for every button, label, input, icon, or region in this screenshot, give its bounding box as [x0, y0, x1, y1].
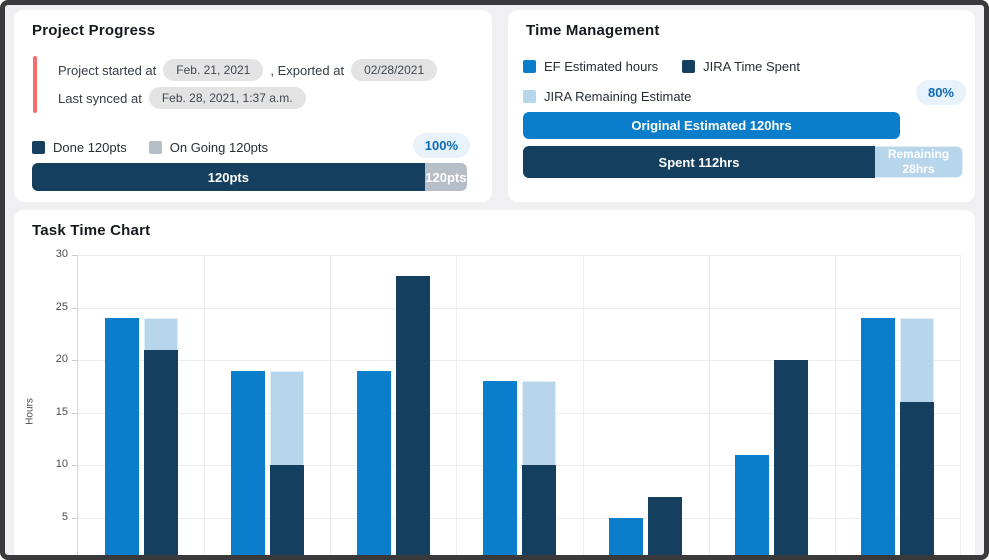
started-label: Project started at [58, 62, 157, 78]
remaining-swatch-icon [523, 90, 536, 103]
legend-estimated-label: EF Estimated hours [544, 59, 659, 74]
gridline-h-25 [78, 307, 960, 309]
accent-bar [33, 56, 37, 113]
ongoing-swatch-icon [148, 141, 162, 154]
synced-label: Last synced at [58, 90, 142, 106]
spent-bar[interactable]: Spent 112hrs [523, 146, 875, 178]
bar-spent-7[interactable] [900, 402, 935, 555]
time-legend-row-2: JIRA Remaining Estimate [523, 89, 691, 104]
bar-estimated-2[interactable] [230, 370, 265, 555]
points-progress-bar[interactable]: 120pts 120pts [32, 163, 467, 191]
done-swatch-icon [32, 141, 45, 154]
gridline-h-20 [78, 360, 960, 361]
gridline-h-30 [78, 255, 960, 256]
chart-plot-area [77, 255, 961, 555]
bar-estimated-1[interactable] [104, 318, 139, 555]
bar-estimated-7[interactable] [861, 318, 896, 555]
gridline-v-6 [835, 255, 836, 555]
gridline-v-2 [330, 255, 331, 555]
bar-remaining-1[interactable] [143, 318, 178, 350]
gridline-v-5 [709, 255, 710, 555]
tick-mark-5 [72, 517, 77, 519]
tick-mark-15 [72, 412, 77, 414]
spent-bar-track: Spent 112hrs Remaining 28hrs [523, 146, 963, 178]
task-time-chart-title: Task Time Chart [32, 222, 151, 239]
spent-swatch-icon [682, 60, 696, 73]
gridline-h-5 [78, 517, 960, 519]
synced-date-pill: Feb. 28, 2021, 1:37 a.m. [148, 87, 306, 109]
bar-spent-3[interactable] [395, 276, 430, 555]
bar-spent-1[interactable] [143, 349, 178, 555]
bar-spent-5[interactable] [648, 496, 683, 555]
bar-spent-4[interactable] [522, 465, 556, 555]
bar-spent-2[interactable] [269, 465, 304, 555]
synced-line: Last synced at Feb. 28, 2021, 1:37 a.m. [58, 87, 437, 109]
bar-estimated-4[interactable] [483, 381, 517, 555]
bar-estimated-5[interactable] [609, 517, 644, 555]
progress-ongoing-segment[interactable]: 120pts [424, 163, 467, 191]
y-tick-label-25: 25 [55, 300, 68, 313]
project-progress-card: Project Progress Project started at Feb.… [14, 10, 492, 202]
estimated-bar-track: Original Estimated 120hrs [523, 112, 963, 139]
started-exported-line: Project started at Feb. 21, 2021 , Expor… [58, 59, 438, 81]
legend-spent: JIRA Time Spent [682, 59, 800, 74]
exported-label: , Exported at [270, 62, 345, 78]
gridline-v-3 [456, 255, 457, 555]
bar-estimated-6[interactable] [735, 454, 770, 555]
time-management-card: Time Management EF Estimated hours JIRA … [508, 10, 975, 202]
bar-remaining-7[interactable] [900, 318, 935, 402]
legend-spent-label: JIRA Time Spent [703, 59, 800, 74]
gridline-h-10 [78, 465, 960, 466]
legend-estimated: EF Estimated hours [523, 59, 658, 74]
legend-ongoing: On Going 120pts [148, 140, 269, 155]
y-tick-label-20: 20 [55, 353, 68, 365]
legend-done: Done 120pts [32, 140, 127, 155]
gridline-v-1 [204, 255, 205, 555]
y-tick-label-30: 30 [55, 248, 68, 260]
started-date-pill: Feb. 21, 2021 [163, 59, 264, 81]
task-time-chart-card: Task Time Chart Hours 30 25 20 15 10 5 [14, 210, 975, 555]
legend-done-label: Done 120pts [53, 140, 127, 155]
tick-mark-20 [72, 360, 77, 361]
gridline-h-15 [78, 412, 960, 414]
y-tick-label-15: 15 [55, 405, 68, 418]
tick-mark-25 [72, 307, 77, 309]
bar-spent-6[interactable] [774, 360, 809, 555]
estimated-bar[interactable]: Original Estimated 120hrs [523, 112, 901, 139]
time-management-title: Time Management [526, 22, 660, 39]
tick-mark-30 [72, 255, 77, 256]
estimated-swatch-icon [523, 60, 536, 73]
legend-remaining-label: JIRA Remaining Estimate [544, 89, 692, 104]
project-progress-title: Project Progress [32, 22, 156, 39]
bar-remaining-4[interactable] [522, 381, 556, 465]
exported-date-pill: 02/28/2021 [351, 59, 438, 81]
tick-mark-10 [72, 465, 77, 466]
legend-ongoing-label: On Going 120pts [169, 140, 269, 155]
progress-legend: Done 120pts On Going 120pts [32, 140, 268, 155]
legend-remaining: JIRA Remaining Estimate [523, 89, 691, 104]
bar-estimated-3[interactable] [356, 370, 391, 555]
project-dates-block: Project started at Feb. 21, 2021 , Expor… [58, 59, 438, 109]
y-tick-label-5: 5 [61, 510, 68, 523]
bar-remaining-2[interactable] [269, 370, 304, 465]
progress-percent-badge: 100% [412, 133, 470, 158]
gridline-v-7 [960, 255, 961, 555]
time-legend-row-1: EF Estimated hours JIRA Time Spent [523, 59, 800, 74]
remaining-bar[interactable]: Remaining 28hrs [875, 146, 963, 178]
y-tick-label-10: 10 [55, 458, 68, 470]
gridline-v-4 [583, 255, 584, 555]
time-percent-badge: 80% [915, 80, 966, 105]
progress-done-segment[interactable]: 120pts [32, 163, 425, 191]
